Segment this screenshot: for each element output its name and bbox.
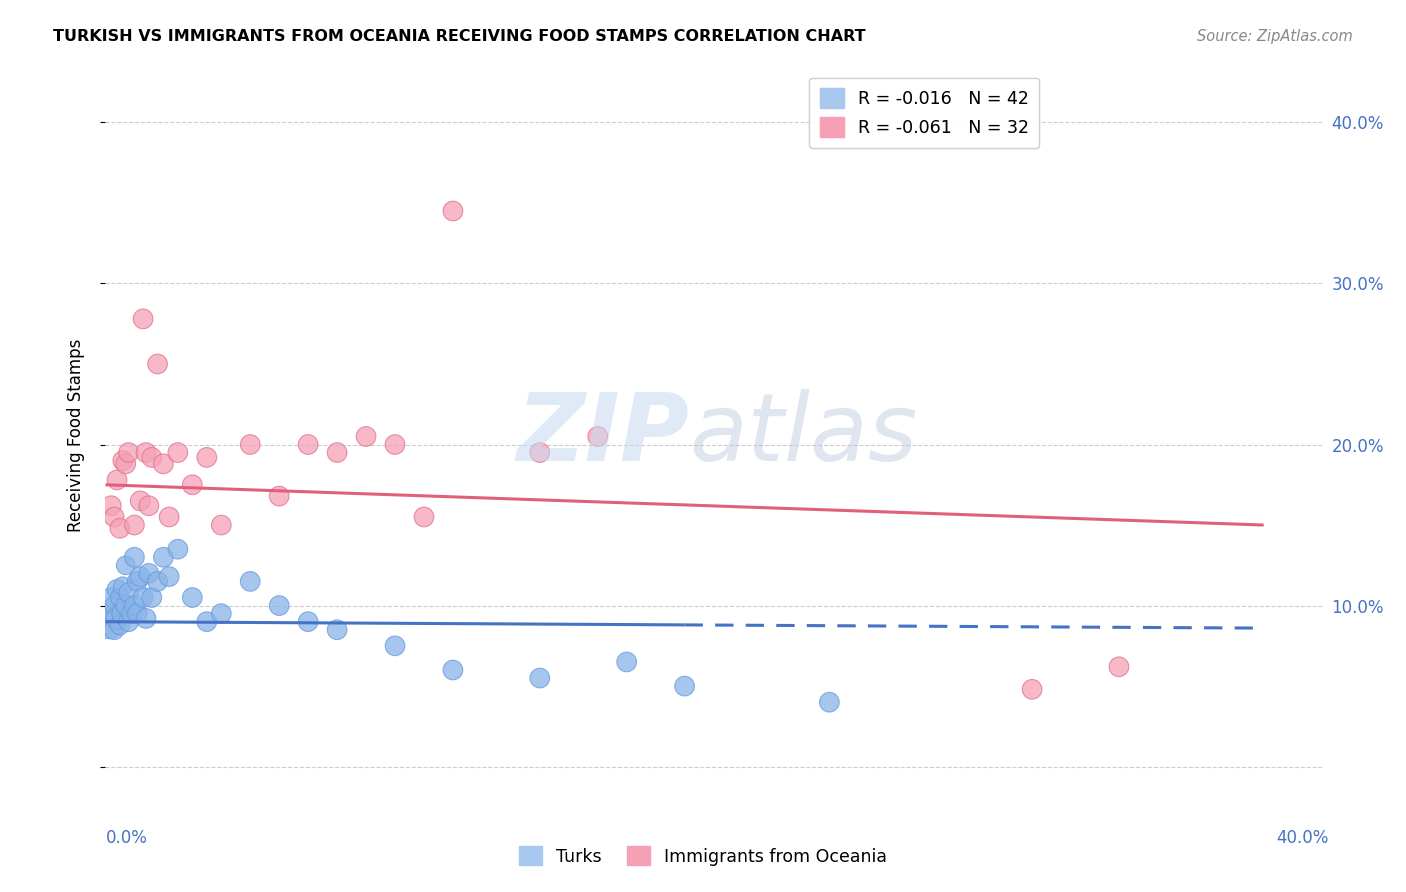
Point [529, 445, 551, 459]
Text: Source: ZipAtlas.com: Source: ZipAtlas.com [1197, 29, 1353, 44]
Point [138, 499, 160, 513]
Point [105, 473, 128, 487]
Point [132, 311, 155, 326]
Point [111, 453, 134, 467]
Point [157, 569, 180, 583]
Point [117, 615, 139, 629]
Point [103, 510, 125, 524]
Point [586, 429, 609, 443]
Point [111, 579, 134, 593]
Point [441, 204, 464, 219]
Point [97, 615, 120, 629]
Point [108, 521, 131, 535]
Point [326, 445, 349, 459]
Point [103, 623, 125, 637]
Point [121, 607, 143, 621]
Point [124, 550, 146, 565]
Point [181, 591, 204, 605]
Point [1108, 660, 1130, 674]
Point [354, 429, 377, 443]
Point [616, 655, 638, 669]
Point [157, 510, 180, 524]
Point [141, 450, 163, 465]
Point [117, 585, 139, 599]
Point [166, 542, 188, 557]
Point [108, 591, 131, 605]
Point [297, 437, 319, 451]
Point [441, 663, 464, 677]
Point [108, 618, 131, 632]
Point [129, 569, 152, 583]
Point [100, 499, 122, 513]
Point [326, 623, 349, 637]
Point [135, 445, 157, 459]
Point [269, 599, 291, 613]
Point [114, 558, 136, 573]
Legend: R = -0.016   N = 42, R = -0.061   N = 32: R = -0.016 N = 42, R = -0.061 N = 32 [810, 78, 1039, 147]
Point [269, 489, 291, 503]
Point [124, 599, 146, 613]
Point [152, 457, 174, 471]
Point [1021, 682, 1043, 697]
Point [127, 574, 149, 589]
Point [384, 639, 406, 653]
Point [152, 550, 174, 565]
Point [141, 591, 163, 605]
Point [100, 591, 122, 605]
Point [384, 437, 406, 451]
Text: 40.0%: 40.0% [1277, 829, 1329, 847]
Point [413, 510, 436, 524]
Point [209, 607, 232, 621]
Point [146, 357, 169, 371]
Point [138, 566, 160, 581]
Point [239, 574, 262, 589]
Point [146, 574, 169, 589]
Point [114, 599, 136, 613]
Point [100, 607, 122, 621]
Point [297, 615, 319, 629]
Point [127, 607, 149, 621]
Point [239, 437, 262, 451]
Text: 0.0%: 0.0% [105, 829, 148, 847]
Point [673, 679, 696, 693]
Point [166, 445, 188, 459]
Legend: Turks, Immigrants from Oceania: Turks, Immigrants from Oceania [512, 839, 894, 872]
Text: ZIP: ZIP [516, 389, 689, 481]
Point [103, 599, 125, 613]
Point [124, 518, 146, 533]
Point [111, 607, 134, 621]
Point [818, 695, 841, 709]
Text: TURKISH VS IMMIGRANTS FROM OCEANIA RECEIVING FOOD STAMPS CORRELATION CHART: TURKISH VS IMMIGRANTS FROM OCEANIA RECEI… [53, 29, 866, 44]
Point [117, 445, 139, 459]
Point [529, 671, 551, 685]
Point [209, 518, 232, 533]
Point [132, 591, 155, 605]
Point [129, 494, 152, 508]
Point [195, 450, 218, 465]
Point [135, 611, 157, 625]
Y-axis label: Receiving Food Stamps: Receiving Food Stamps [66, 338, 84, 532]
Point [181, 477, 204, 491]
Text: atlas: atlas [689, 389, 918, 481]
Point [195, 615, 218, 629]
Point [114, 457, 136, 471]
Point [105, 582, 128, 597]
Point [105, 611, 128, 625]
